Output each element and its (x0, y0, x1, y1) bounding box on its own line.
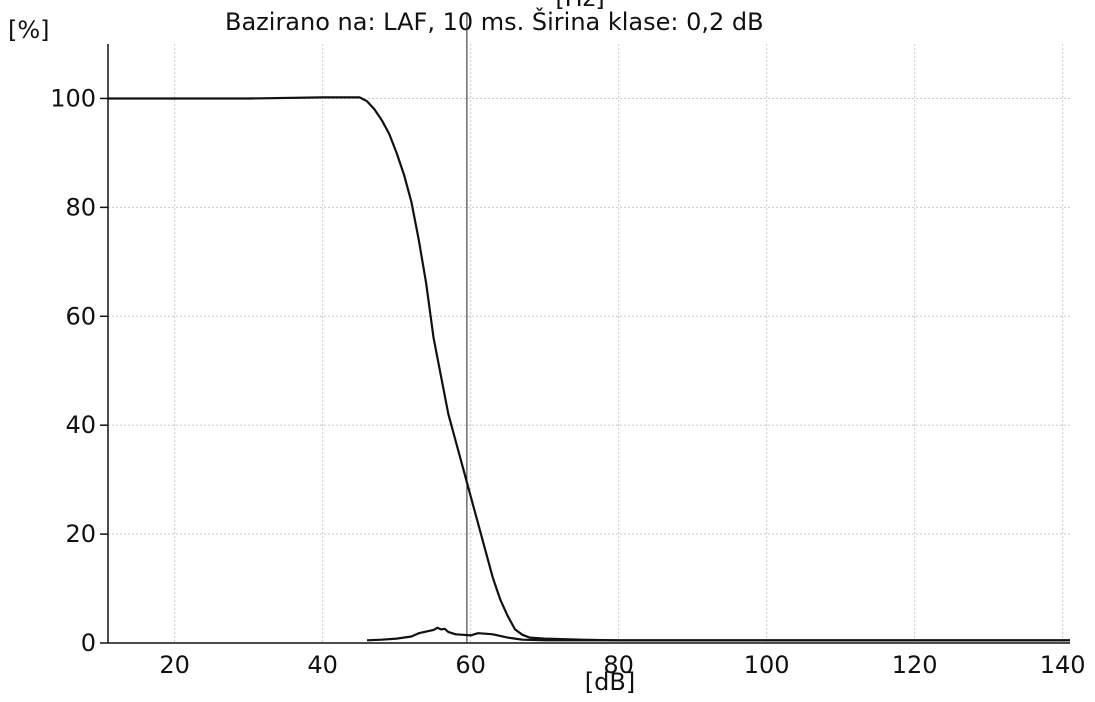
series-line-0 (108, 96, 1070, 642)
x-tick-label-2: 60 (455, 651, 486, 679)
y-tick-label-1: 20 (65, 520, 96, 548)
grid (108, 44, 1070, 643)
x-tick-label-3: 80 (603, 651, 634, 679)
x-tick-label-1: 40 (307, 651, 338, 679)
x-tick-label-0: 20 (159, 651, 190, 679)
x-axis-label: [dB] (584, 668, 636, 696)
x-tick-label-5: 120 (892, 651, 938, 679)
y-tick-label-5: 100 (50, 84, 96, 112)
top-unit-label: [Hz] (520, 0, 640, 12)
x-tick-label-4: 100 (744, 651, 790, 679)
series-line-1 (366, 626, 1070, 642)
y-tick-label-0: 0 (81, 629, 96, 657)
y-tick-label-4: 80 (65, 193, 96, 221)
tick-labels: 20 40 60 80 100 120 140 0 20 40 60 80 100 (50, 84, 1085, 679)
series-lines (108, 96, 1070, 642)
chart-title: Bazirano na: LAF, 10 ms. Širina klase: 0… (225, 8, 764, 36)
axes (100, 44, 1070, 644)
y-axis-label: [%] (8, 16, 50, 44)
y-tick-label-3: 60 (65, 302, 96, 330)
x-tick-label-6: 140 (1040, 651, 1086, 679)
y-tick-label-2: 40 (65, 411, 96, 439)
